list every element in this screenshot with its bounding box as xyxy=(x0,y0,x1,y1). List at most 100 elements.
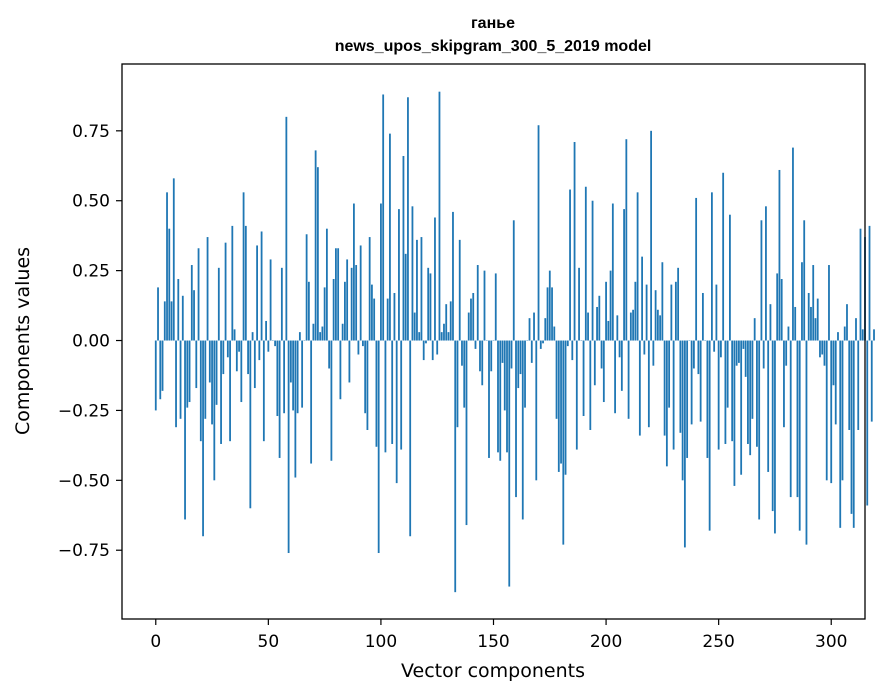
x-tick-label: 300 xyxy=(815,632,847,652)
bar-74 xyxy=(321,326,324,341)
bar-213 xyxy=(634,281,637,341)
bar-175 xyxy=(548,270,551,341)
y-tick-label: 0.00 xyxy=(72,332,110,352)
bar-156 xyxy=(506,340,508,453)
bar-185 xyxy=(571,340,574,361)
bar-281 xyxy=(787,326,790,341)
bar-88 xyxy=(353,203,355,341)
bar-128 xyxy=(443,323,445,341)
bar-167 xyxy=(530,340,533,363)
bar-314 xyxy=(861,329,864,341)
bar-285 xyxy=(796,340,799,498)
bar-0 xyxy=(154,340,157,411)
bar-138 xyxy=(465,340,468,526)
bar-49 xyxy=(265,320,267,341)
bar-259 xyxy=(738,340,740,363)
bar-308 xyxy=(848,340,851,430)
bar-85 xyxy=(346,259,349,341)
bar-188 xyxy=(578,267,580,341)
bar-316 xyxy=(866,340,869,506)
bar-302 xyxy=(834,340,837,425)
bar-303 xyxy=(837,332,839,341)
bar-284 xyxy=(794,306,797,341)
bar-51 xyxy=(269,259,272,341)
bar-181 xyxy=(562,340,565,545)
bar-73 xyxy=(319,332,322,341)
bar-14 xyxy=(186,340,189,408)
bar-143 xyxy=(476,265,479,341)
bar-270 xyxy=(762,340,765,369)
bar-57 xyxy=(283,340,286,414)
bar-112 xyxy=(407,97,409,341)
bar-260 xyxy=(740,340,743,475)
bar-78 xyxy=(330,340,333,461)
bar-8 xyxy=(172,178,175,341)
bar-273 xyxy=(769,304,772,341)
bar-93 xyxy=(364,340,367,414)
bar-123 xyxy=(431,340,434,361)
y-tick-label: 0.75 xyxy=(72,122,110,142)
bar-254 xyxy=(726,340,729,408)
bar-129 xyxy=(445,304,448,341)
bar-141 xyxy=(472,292,475,341)
bar-274 xyxy=(771,340,774,512)
bar-223 xyxy=(656,309,659,341)
bar-166 xyxy=(528,318,531,341)
bar-89 xyxy=(355,265,358,341)
x-axis: 0 50 100 150 200 250 300 xyxy=(150,619,847,652)
bar-43 xyxy=(251,332,254,341)
bar-56 xyxy=(280,267,283,341)
bar-154 xyxy=(501,340,504,363)
bar-194 xyxy=(591,200,594,341)
bar-205 xyxy=(616,315,619,341)
bars-group xyxy=(154,91,875,593)
bar-214 xyxy=(636,192,639,341)
bar-42 xyxy=(249,340,252,509)
bar-221 xyxy=(652,340,655,366)
bar-295 xyxy=(819,340,821,358)
bar-118 xyxy=(420,237,423,341)
bar-12 xyxy=(181,295,184,341)
bar-276 xyxy=(776,273,779,341)
bar-69 xyxy=(310,340,313,464)
x-tick-label: 50 xyxy=(258,632,280,652)
bar-53 xyxy=(274,340,277,347)
bar-206 xyxy=(618,340,621,358)
bar-299 xyxy=(828,265,830,341)
bar-22 xyxy=(204,340,207,419)
bar-261 xyxy=(742,340,745,349)
bar-305 xyxy=(841,340,844,481)
bar-26 xyxy=(213,340,216,481)
bar-283 xyxy=(792,147,794,341)
bar-195 xyxy=(593,340,596,386)
bar-65 xyxy=(301,340,304,408)
bar-258 xyxy=(735,340,738,366)
bar-64 xyxy=(298,332,301,341)
bar-40 xyxy=(244,225,247,341)
bar-212 xyxy=(632,309,634,341)
bar-202 xyxy=(609,270,612,341)
bar-146 xyxy=(483,270,486,341)
bar-294 xyxy=(816,298,819,341)
bar-186 xyxy=(573,142,576,341)
bar-94 xyxy=(366,340,369,430)
bar-107 xyxy=(395,340,398,484)
bar-117 xyxy=(418,332,421,341)
y-tick-label: 0.50 xyxy=(72,192,110,212)
bar-272 xyxy=(767,340,770,472)
bar-122 xyxy=(429,273,432,341)
bar-24 xyxy=(208,340,211,383)
bar-228 xyxy=(668,340,671,408)
bar-265 xyxy=(751,340,754,419)
bar-222 xyxy=(654,290,657,341)
bar-312 xyxy=(857,340,860,430)
bar-263 xyxy=(747,340,749,444)
x-axis-label: Vector components xyxy=(401,660,585,682)
bar-3 xyxy=(161,340,164,391)
bar-287 xyxy=(801,262,803,341)
bar-98 xyxy=(375,340,378,447)
bar-83 xyxy=(341,323,344,341)
y-axis: −0.75 −0.50 −0.25 0.00 0.25 0.50 0.75 xyxy=(58,122,122,561)
bar-264 xyxy=(749,340,752,456)
bar-310 xyxy=(852,340,855,528)
